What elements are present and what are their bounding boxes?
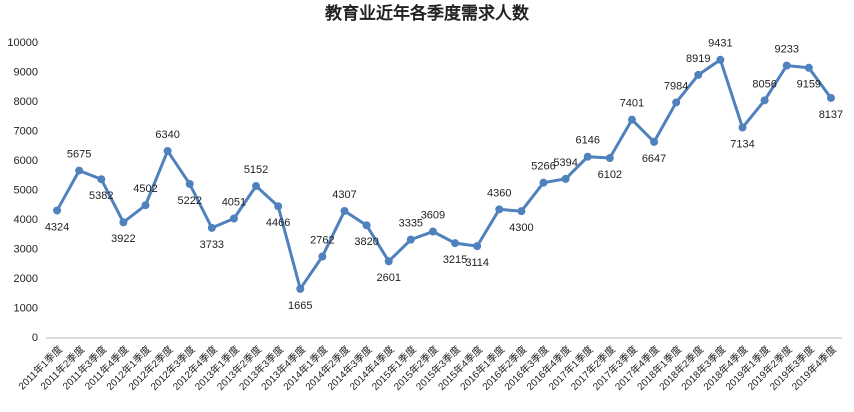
data-label: 4307 [332,189,356,201]
y-tick-label: 5000 [14,184,38,196]
marker [760,96,769,105]
marker [384,257,393,266]
data-label: 6102 [598,169,622,181]
data-label: 9233 [774,44,798,56]
marker [627,115,636,124]
marker [274,202,283,211]
marker [782,61,791,70]
marker [207,223,216,232]
data-label: 7401 [620,98,644,110]
marker [561,174,570,183]
data-label: 3335 [399,218,423,230]
y-tick-label: 4000 [14,214,38,226]
data-label: 7984 [664,80,688,92]
marker [605,153,614,162]
y-tick-label: 9000 [14,66,38,78]
marker [451,239,460,248]
data-label: 4466 [266,217,290,229]
marker [583,152,592,161]
data-label: 5152 [244,164,268,176]
marker [97,175,106,184]
marker [362,221,371,230]
marker [53,206,62,215]
marker [804,63,813,72]
marker [650,137,659,146]
marker [495,205,504,214]
data-label: 9431 [708,38,732,50]
data-label: 5222 [177,195,201,207]
line [55,57,833,293]
data-label: 7134 [730,138,754,150]
data-label: 3820 [354,236,378,248]
chart-title: 教育业近年各季度需求人数 [324,3,530,23]
y-tick-label: 0 [32,332,38,344]
marker [340,206,349,215]
data-label: 4502 [133,183,157,195]
marker [738,123,747,132]
data-label: 8056 [752,78,776,90]
y-tick-label: 1000 [14,302,38,314]
y-tick-label: 10000 [7,37,38,49]
data-label: 5266 [531,161,555,173]
data-label: 3114 [465,257,489,269]
data-label: 3609 [421,209,445,221]
y-tick-label: 3000 [14,243,38,255]
marker [318,252,327,261]
data-label: 4360 [487,187,511,199]
marker [229,214,238,223]
data-label: 5394 [553,157,577,169]
data-label: 6647 [642,153,666,165]
data-label: 1665 [288,300,312,312]
data-label: 6146 [575,135,599,147]
y-tick-label: 7000 [14,125,38,137]
marker [694,70,703,79]
marker [163,146,172,155]
marker [716,55,725,64]
marker [119,218,128,227]
marker [406,235,415,244]
marker [672,98,681,107]
data-label: 3733 [200,239,224,251]
y-tick-label: 2000 [14,273,38,285]
marker [185,179,194,188]
data-label: 9159 [797,79,821,91]
data-label: 5675 [67,148,91,160]
y-tick-label: 8000 [14,96,38,108]
data-label: 8919 [686,53,710,65]
data-label: 2601 [376,272,400,284]
y-tick-label: 6000 [14,155,38,167]
data-label: 3922 [111,233,135,245]
marker [517,207,526,216]
marker [141,201,150,210]
data-label: 4300 [509,222,533,234]
data-label: 2762 [310,234,334,246]
marker [826,93,835,102]
data-label: 4324 [45,221,69,233]
marker [296,284,305,293]
marker [252,182,261,191]
marker [428,227,437,236]
marker [75,166,84,175]
data-label: 5382 [89,190,113,202]
data-label: 6340 [155,129,179,141]
data-label: 4051 [222,196,246,208]
data-label: 8137 [819,109,843,121]
data-label: 3215 [443,254,467,266]
marker [473,242,482,251]
marker [539,178,548,187]
